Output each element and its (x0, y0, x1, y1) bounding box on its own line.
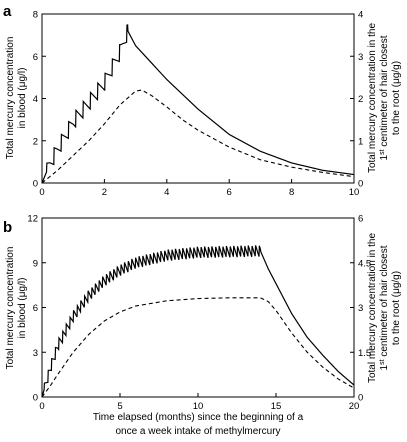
panel-b-y2label-line1: Total mercury concentration in the (367, 233, 378, 384)
panel-a-y2tick-label: 2 (358, 94, 363, 105)
panel-a-xtick-label: 10 (349, 187, 360, 198)
panel-a-xtick-label: 4 (164, 187, 169, 198)
panel-a-xtick-label: 6 (227, 187, 232, 198)
panel-a-ytick-label: 4 (33, 94, 38, 105)
panel-a-xtick-label: 2 (102, 187, 107, 198)
panel-b-ytick-label: 12 (27, 214, 38, 225)
panel-a-y2tick-label: 0 (358, 179, 363, 190)
panel-a-ytick-label: 0 (33, 179, 38, 190)
panel-b-ytick-label: 3 (33, 348, 38, 359)
panel-a-ylabel-line1: Total mercury concentration (5, 37, 16, 160)
panel-b-frame (41, 217, 355, 398)
panel-a-ytick-label: 6 (33, 52, 38, 63)
panel-b-ylabel-line2: in blood (μg/l) (17, 278, 28, 339)
panel-b-y2tick-label: 4.5 (358, 258, 371, 269)
panel-a-series (41, 24, 355, 184)
panel-a-xtick-label: 8 (289, 187, 294, 198)
panel-b-ytick-label: 0 (33, 393, 38, 404)
x-axis-label-line2: once a week intake of methylmercury (115, 426, 280, 437)
panel-a-y2tick-label: 4 (358, 10, 363, 21)
panel-b-xtick-label: 0 (39, 401, 44, 412)
panel-b-y2tick-label: 6 (358, 214, 363, 225)
panel-b-y2label-line2: 1st centimeter of hair closest (379, 245, 390, 370)
panel-b-series (41, 245, 355, 398)
panel-b-y2tick-label: 1.5 (358, 348, 371, 359)
panel-b-xtick-label: 20 (349, 401, 360, 412)
panel-a-blood-line (41, 24, 355, 184)
panel-b-blood-line (41, 245, 355, 398)
panel-b-y2tick-label: 0 (358, 393, 363, 404)
panel-b-label: b (3, 219, 12, 236)
x-axis-label-line1: Time elapsed (months) since the beginnin… (93, 412, 304, 423)
panel-b-y2tick-label: 3 (358, 303, 363, 314)
panel-a-y2label-line2: 1st centimeter of hair closest (379, 35, 390, 160)
panel-a-ytick-label: 8 (33, 10, 38, 21)
panel-a-y2label-line3: to the root (μg/g) (391, 61, 402, 135)
panel-b-hair-line (41, 297, 355, 398)
panel-a-label: a (3, 3, 12, 20)
panel-a-ylabel-line2: in blood (μg/l) (17, 68, 28, 129)
panel-a-xtick-label: 0 (39, 187, 44, 198)
panel-b-xtick-label: 5 (117, 401, 122, 412)
panel-a-hair-line (41, 89, 355, 184)
panel-b-y2label-line3: to the root (μg/g) (391, 271, 402, 345)
panel-b-xtick-label: 15 (271, 401, 282, 412)
panel-a-y2tick-label: 3 (358, 52, 363, 63)
panel-a-frame (41, 13, 355, 184)
panel-b-ytick-label: 9 (33, 258, 38, 269)
panel-a-y2label-line1: Total mercury concentration in the (367, 23, 378, 174)
panel-b-ylabel-line1: Total mercury concentration (5, 247, 16, 370)
panel-a-ytick-label: 2 (33, 136, 38, 147)
panel-a-y2tick-label: 1 (358, 136, 363, 147)
panel-b-xtick-label: 10 (193, 401, 204, 412)
panel-b-ytick-label: 6 (33, 303, 38, 314)
